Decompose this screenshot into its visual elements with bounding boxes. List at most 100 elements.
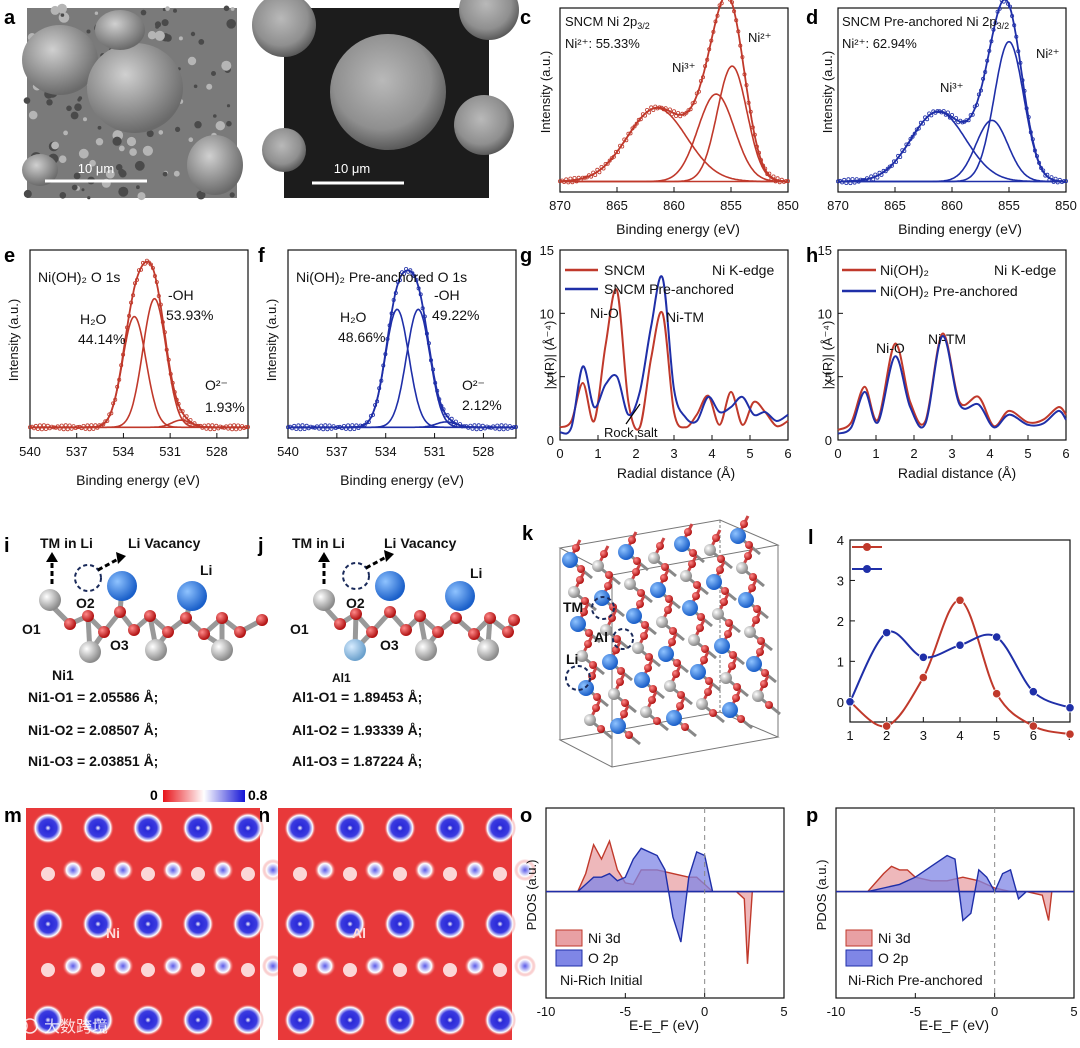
crystal-atom-tm [568,586,580,598]
crystal-atom-o [752,616,760,624]
panel-d-xtick-label: 850 [1055,198,1077,213]
panel-c-ni2-label: Ni²⁺ [748,30,771,45]
crystal-atom-o [625,731,633,739]
sem-grain [95,138,104,146]
panel-p-xtick-label: 5 [1070,1004,1077,1019]
density-site-small [141,963,155,977]
crystal-atom-o [593,693,601,701]
panel-h-xtick-label: 1 [872,446,879,461]
crystal-atom-o [633,557,641,565]
panel-p-area-1 [836,854,1074,922]
crystal-atom-o [620,710,628,718]
panel-letter-l: l [808,527,814,549]
panel-n-al-label: Al [352,925,366,941]
panel-h-ytick-label: 15 [818,243,832,258]
crystal-atom-li [746,656,762,672]
crystal-atom-o [661,563,669,571]
density-site-small [314,955,336,977]
crystal-atom-o [660,574,668,582]
crystal-atom-li [570,616,586,632]
density-site [284,1004,316,1036]
panel-l-labels [852,543,882,573]
panel-g-xtick-label: 6 [784,446,791,461]
panel-h-ytick-label: 5 [825,370,832,385]
panel-g-ytick-label: 5 [547,370,554,385]
panel-e-frame [29,249,249,439]
panel-letter-h: h [806,245,818,267]
panel-p-xlabel: E-E_F (eV) [919,1017,989,1033]
density-site-small [91,867,105,881]
panel-h-ytick-label: 10 [818,306,832,321]
sem-grain [89,159,96,167]
sem-grain [136,185,140,190]
panel-c-labels: SNCM Ni 2p3/2 Ni²⁺: 55.33% Ni³⁺ Ni²⁺ Bin… [538,14,771,237]
panel-h-peak-nitm: Ni-TM [928,331,966,347]
density-site [484,908,516,940]
density-site-small [443,867,457,881]
crystal-atom-li [634,672,650,688]
panel-d-xtick-label: 865 [884,198,906,213]
panel-e-xlabel: Binding energy (eV) [76,472,200,488]
crystal-atom-o [640,632,648,640]
crystal-atom-o [609,603,617,611]
panel-g-series-1 [559,275,789,435]
crystal-atom-tm [624,578,636,590]
density-site [132,812,164,844]
crystal-atom-o [672,670,680,678]
panel-a-sem-image: 10 μm [22,3,243,201]
sem-grain [46,99,53,106]
panel-i-o3-label: O3 [110,637,129,653]
crystal-atom-o [696,624,704,632]
panel-c-title: SNCM Ni 2p3/2 [565,14,650,31]
panel-d-xlabel: Binding energy (eV) [898,221,1022,237]
panel-b-sem-image: 10 μm [252,0,519,198]
panel-d-ni2-label: Ni²⁺ [1036,46,1059,61]
crystal-atom-o [689,549,697,557]
panel-o-xtick-label: 0 [701,1004,708,1019]
sem-grain [78,148,89,159]
crystal-atom-o [616,678,624,686]
crystal-atom-o [677,691,685,699]
density-site [334,1004,366,1036]
panel-h-xtick-label: 5 [1024,446,1031,461]
crystal-atom-o [753,605,761,613]
panel-l-marker [918,652,928,662]
panel-g-ytick-label: 10 [540,306,554,321]
crystal-atom-li [626,608,642,624]
crystal-atom-o [572,544,580,552]
density-site-small [343,963,357,977]
panel-e-xtick-label: 534 [113,444,135,459]
crystal-atom-tm [608,688,620,700]
panel-f-oh-label: -OH [434,287,460,303]
crystal-atom-o [641,621,649,629]
density-site-small [212,955,234,977]
crystal-atom-o [577,565,585,573]
sem-grain [146,130,154,138]
panel-k-li-label: Li [566,651,578,667]
crystal-atom-o [716,566,724,574]
panel-i-o1-label: O1 [22,621,41,637]
density-site [32,1004,64,1036]
panel-d-data-point [885,166,890,171]
sem-grain [28,110,38,120]
sem-grain [162,7,166,12]
density-site-small [464,955,486,977]
panel-h-xtick-label: 2 [910,446,917,461]
sem-grain [173,8,177,13]
sem-grain [129,148,137,156]
crystal-atom-o [605,571,613,579]
panel-o-caption: Ni-Rich Initial [560,972,642,988]
sem-grain [221,60,232,71]
crystal-atom-o [617,667,625,675]
colorbar-max: 0.8 [248,787,268,803]
crystal-atom-tm [664,680,676,692]
panel-e-title: Ni(OH)₂ O 1s [38,269,120,285]
sem-grain [229,192,235,198]
crystal-atom-o [613,635,621,643]
panel-l-xtick-label: 1 [846,728,853,743]
panel-l-marker [882,628,892,638]
panel-h-xtick-label: 6 [1062,446,1069,461]
panel-letter-a: a [4,7,16,29]
crystal-atom-tm [688,634,700,646]
